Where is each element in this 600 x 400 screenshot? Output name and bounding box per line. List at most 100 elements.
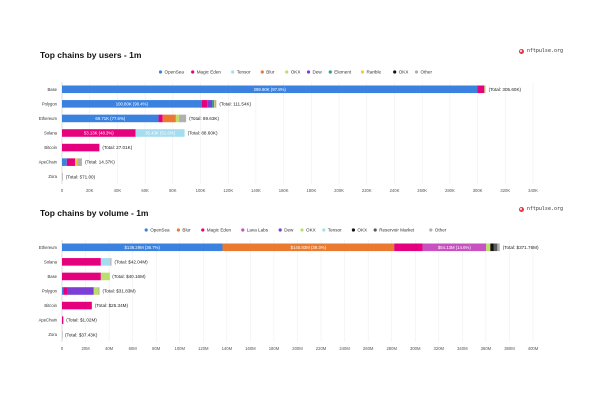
legend-swatch <box>306 70 311 74</box>
legend-swatch <box>144 228 148 232</box>
bar-segment <box>67 287 94 295</box>
legend-label: Other <box>435 228 447 233</box>
bar-segment <box>62 143 100 152</box>
x-tick-label: 80K <box>169 188 177 193</box>
x-tick-label: 360M <box>481 346 492 351</box>
bar-segment <box>62 287 64 295</box>
x-tick-label: 300K <box>473 188 483 193</box>
segment-label: $136.29M (36.7%) <box>125 245 161 250</box>
legend-label: Other <box>421 70 433 75</box>
total-label: (Total: $1.02M) <box>66 318 97 323</box>
legend-swatch <box>322 228 326 232</box>
legend-label: Dew <box>284 228 294 233</box>
legend-swatch <box>414 70 419 74</box>
x-tick-label: 0 <box>61 188 64 193</box>
legend-label: OpenSea <box>165 70 185 75</box>
bar-segment <box>490 243 494 252</box>
bar-segment <box>135 129 185 137</box>
brand-badge[interactable]: nftpulse.org <box>518 206 563 212</box>
bar-segment <box>93 287 99 295</box>
bar-segment <box>63 287 68 295</box>
category-label: Base <box>47 87 57 92</box>
x-tick-label: 240K <box>390 188 400 193</box>
bar-segment <box>77 158 82 166</box>
x-tick-label: 320K <box>500 188 510 193</box>
x-tick-label: 160K <box>279 188 289 193</box>
category-label: Polygon <box>42 101 58 106</box>
legend-label: Rarible <box>367 70 382 75</box>
bar-segment <box>207 100 213 108</box>
bar-segment <box>62 330 63 339</box>
total-label: (Total: $31.83M) <box>102 289 136 294</box>
legend-swatch <box>231 70 235 74</box>
bar-segment <box>484 85 486 94</box>
category-label: Polygon <box>42 289 58 294</box>
bar-segment <box>477 85 485 94</box>
x-tick-label: 260M <box>363 346 374 351</box>
bar-segment <box>62 243 223 252</box>
x-tick-label: 200K <box>334 188 344 193</box>
total-label: (Total: 571.00) <box>66 174 96 179</box>
legend-label: OKX <box>357 228 367 233</box>
x-tick-label: 100M <box>175 346 186 351</box>
total-label: (Total: $42.04M) <box>115 259 149 264</box>
segment-label: $54.13M (14.6%) <box>438 245 472 250</box>
legend-swatch <box>373 228 377 232</box>
segment-label: 53.13K (48.3%) <box>84 131 114 136</box>
legend-swatch <box>285 70 289 74</box>
total-label: (Total: 88.60K) <box>188 131 218 136</box>
legend-swatch <box>429 228 433 232</box>
bar-segment <box>62 301 92 310</box>
x-tick-label: 100K <box>196 188 206 193</box>
x-tick-label: 220M <box>316 346 327 351</box>
legend-label: Dew <box>313 70 323 75</box>
x-tick-label: 280M <box>386 346 397 351</box>
bar-segment <box>110 258 112 266</box>
bar-segment <box>98 287 100 295</box>
legend-label: Lava Labs <box>247 228 269 233</box>
bar-segment <box>158 114 163 123</box>
total-label: (Total: 305.60K) <box>489 87 522 92</box>
total-label: (Total: 27.01K) <box>102 145 132 150</box>
bar-segment <box>100 258 111 266</box>
x-tick-label: 220K <box>362 188 372 193</box>
category-label: Ethereum <box>39 116 58 121</box>
x-tick-label: 40M <box>105 346 114 351</box>
category-label: Bitcoin <box>44 145 57 150</box>
legend-label: Magic Eden <box>197 70 222 75</box>
legend-label: OpenSea <box>150 228 170 233</box>
category-label: Solana <box>44 259 58 264</box>
bar-segment <box>62 316 64 324</box>
legend-label: Element <box>334 70 352 75</box>
legend-label: OKX <box>399 70 409 75</box>
legend-label: OKX <box>291 70 301 75</box>
bar-segment <box>162 114 176 123</box>
segment-label: 299.90K (97.8%) <box>254 87 287 92</box>
x-tick-label: 60K <box>141 188 149 193</box>
bar-segment <box>62 129 136 137</box>
legend-label: Blur <box>182 228 191 233</box>
bar-segment <box>201 100 208 108</box>
legend-label: Reservoir Market <box>379 228 415 233</box>
x-tick-label: 240M <box>339 346 350 351</box>
bar-segment <box>62 114 159 123</box>
brand-logo-icon <box>518 206 524 212</box>
x-tick-label: 380M <box>504 346 515 351</box>
total-label: (Total: 111.54K) <box>219 101 251 106</box>
bar-segment <box>214 100 217 108</box>
legend-swatch <box>191 70 195 74</box>
brand-logo-icon <box>518 48 524 54</box>
bar-segment <box>422 243 487 252</box>
x-tick-label: 160M <box>245 346 256 351</box>
total-label: (Total: 89.63K) <box>189 116 219 121</box>
x-tick-label: 180K <box>306 188 316 193</box>
bar-segment <box>62 272 101 281</box>
x-tick-label: 200M <box>292 346 303 351</box>
bar-segment <box>62 158 67 166</box>
x-tick-label: 340K <box>528 188 538 193</box>
total-label: (Total: 14.37K) <box>85 160 115 165</box>
brand-badge[interactable]: nftpulse.org <box>518 48 563 54</box>
x-tick-label: 300M <box>410 346 421 351</box>
x-tick-label: 20K <box>86 188 94 193</box>
x-tick-label: 320M <box>434 346 445 351</box>
